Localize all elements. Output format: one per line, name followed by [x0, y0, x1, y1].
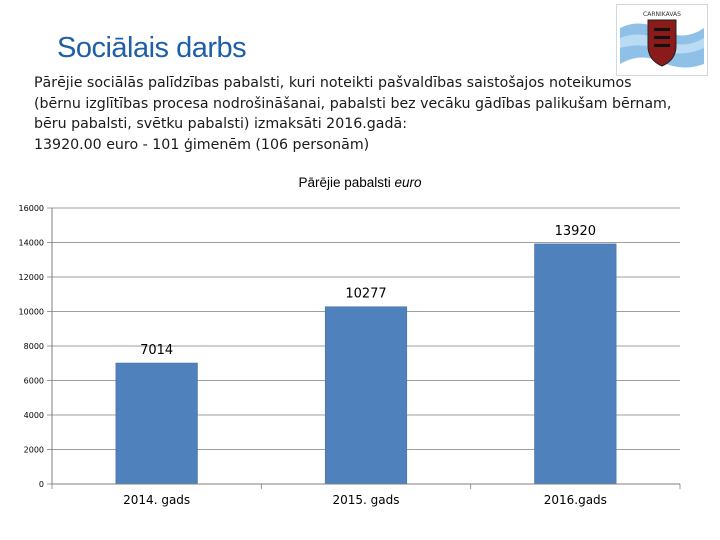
x-tick-label: 2014. gads [123, 493, 190, 507]
y-tick-label: 16000 [19, 204, 44, 213]
bar-2016 [534, 243, 617, 485]
slide-title: Sociālais darbs [57, 32, 247, 64]
description-text: Pārējie sociālās palīdzības pabalsti, ku… [34, 73, 704, 155]
x-tick-label: 2015. gads [332, 493, 399, 507]
bar-2014 [115, 362, 198, 485]
description-line-1: Pārējie sociālās palīdzības pabalsti, ku… [34, 75, 632, 91]
chart-title-unit: euro [394, 175, 422, 190]
y-tick-label: 14000 [19, 239, 44, 248]
description-line-2: (bērnu izglītības procesa nodrošināšanai… [34, 95, 672, 112]
description-line-3: bēru pabalsti, svētku pabalsti) izmaksāt… [34, 116, 407, 132]
y-tick-label: 12000 [19, 273, 44, 282]
description-line-4: 13920.00 euro - 101 ģimenēm (106 personā… [34, 136, 370, 153]
y-tick-label: 4000 [24, 411, 44, 420]
emblem-caption: CARNIKAVAS [643, 11, 681, 18]
chart-title: Pārējie pabalsti euro [0, 175, 720, 190]
x-tick-label: 2016.gads [544, 493, 607, 507]
y-tick-label: 0 [39, 480, 44, 489]
data-label: 10277 [345, 287, 386, 302]
bar-2015 [324, 306, 408, 485]
y-tick-label: 6000 [24, 377, 44, 386]
data-label: 13920 [555, 224, 596, 239]
data-label: 7014 [140, 343, 173, 358]
y-tick-label: 10000 [19, 308, 44, 317]
chart-title-text: Pārējie pabalsti [298, 175, 391, 190]
y-tick-label: 2000 [24, 446, 44, 455]
municipality-emblem-icon: CARNIKAVAS [616, 4, 708, 76]
y-tick-label: 8000 [24, 342, 44, 351]
